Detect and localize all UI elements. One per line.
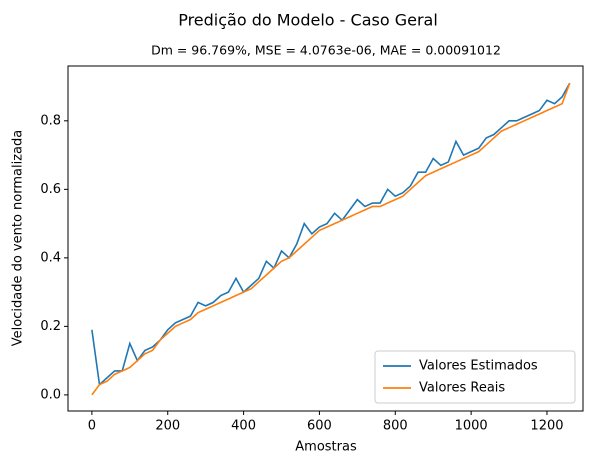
x-tick-label: 1200 (530, 419, 563, 434)
y-tick-label: 0.0 (40, 387, 61, 402)
chart-subtitle: Dm = 96.769%, MSE = 4.0763e-06, MAE = 0.… (151, 43, 501, 58)
y-tick-label: 0.2 (40, 319, 61, 334)
x-tick-label: 800 (383, 419, 408, 434)
legend-label: Valores Reais (419, 381, 505, 396)
x-tick-label: 200 (155, 419, 180, 434)
x-tick-label: 400 (231, 419, 256, 434)
series-line (91, 82, 571, 387)
y-tick-label: 0.6 (40, 182, 61, 197)
legend-box (374, 350, 576, 404)
chart-title: Predição do Modelo - Caso Geral (178, 11, 438, 30)
plot-frame (67, 65, 584, 412)
series-line (91, 82, 571, 396)
x-tick-label: 1000 (455, 419, 488, 434)
y-axis-label: Velocidade do vento normalizada (11, 130, 26, 346)
x-axis-label: Amostras (295, 440, 357, 455)
legend-label: Valores Estimados (419, 359, 538, 374)
x-tick-label: 600 (307, 419, 332, 434)
x-tick-label: 0 (88, 419, 96, 434)
y-tick-label: 0.8 (40, 113, 61, 128)
y-tick-label: 0.4 (40, 250, 61, 265)
